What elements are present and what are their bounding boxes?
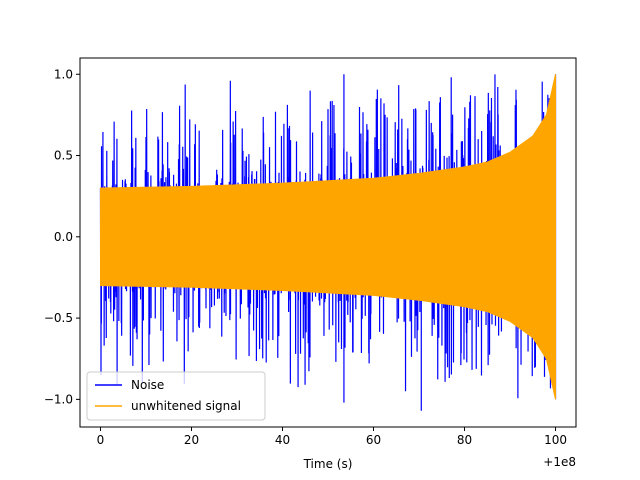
- legend-label: Noise: [131, 378, 164, 392]
- y-axis-ticks: −1.0 −0.5 0.0 0.5 1.0: [44, 67, 80, 406]
- legend-box: [86, 371, 266, 421]
- x-tick-label: 100: [544, 433, 567, 447]
- x-axis-ticks: 0 20 40 60 80 100: [97, 427, 567, 447]
- x-axis-offset-label: +1e8: [543, 455, 576, 469]
- legend: Noise unwhitened signal: [86, 371, 266, 421]
- x-tick-label: 40: [275, 433, 290, 447]
- y-tick-label: −1.0: [44, 392, 73, 406]
- x-tick-label: 60: [366, 433, 381, 447]
- series-line-unwhitened-signal: [99, 74, 557, 400]
- series-line-noise: [99, 74, 557, 411]
- x-axis-label: Time (s): [303, 457, 353, 471]
- y-tick-label: −0.5: [44, 311, 73, 325]
- x-tick-label: 0: [97, 433, 105, 447]
- plot-area: [79, 57, 577, 428]
- axes-frame: [79, 57, 577, 428]
- y-tick-label: 0.0: [54, 230, 73, 244]
- series-layer: [99, 74, 557, 411]
- x-tick-label: 20: [184, 433, 199, 447]
- x-tick-label: 80: [457, 433, 472, 447]
- y-tick-label: 1.0: [54, 67, 73, 81]
- legend-label: unwhitened signal: [131, 399, 241, 413]
- y-tick-label: 0.5: [54, 149, 73, 163]
